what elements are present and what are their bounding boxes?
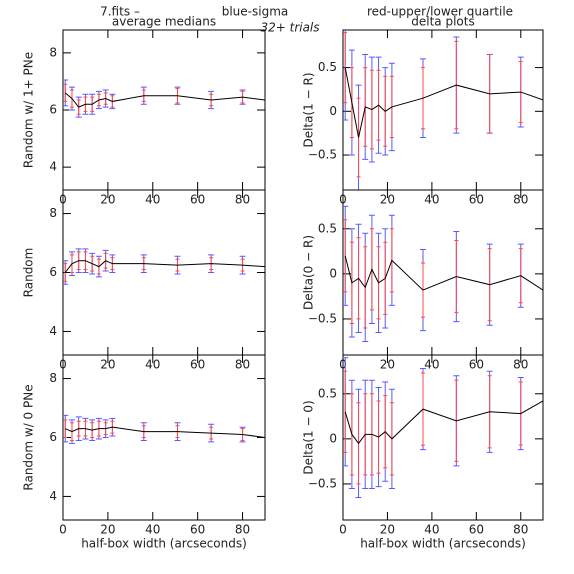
y-tick-label: 8 (49, 206, 57, 220)
plot-frame (62, 29, 266, 191)
y-axis-label: Random (22, 248, 36, 298)
x-tick-label: 60 (469, 523, 484, 537)
data-line (64, 92, 265, 108)
y-tick-label: 0 (329, 266, 337, 280)
x-axis-label: half-box width (arcseconds) (81, 537, 247, 551)
x-tick-label: 80 (235, 193, 250, 207)
y-tick-label: −0.5 (308, 148, 337, 162)
x-tick-label: 60 (469, 358, 484, 372)
x-tick-label: 20 (380, 523, 395, 537)
y-tick-label: 8 (49, 45, 57, 59)
x-tick-label: 0 (339, 523, 347, 537)
plot-area (343, 357, 543, 498)
x-tick-label: 60 (469, 193, 484, 207)
plot-area (63, 414, 265, 444)
x-tick-label: 80 (235, 358, 250, 372)
x-tick-label: 20 (380, 358, 395, 372)
x-tick-label: 60 (190, 358, 205, 372)
x-tick-label: 20 (100, 358, 115, 372)
y-tick-label: 8 (49, 371, 57, 385)
y-axis-label: Random w/ 1+ PNe (22, 52, 36, 168)
error-bar (343, 32, 348, 104)
y-tick-label: 0 (329, 104, 337, 118)
x-tick-label: 80 (235, 523, 250, 537)
x-tick-label: 60 (190, 523, 205, 537)
y-axis-label: Random w/ 0 PNe (22, 384, 36, 490)
y-tick-label: 0.5 (318, 386, 337, 400)
plot-area (343, 30, 543, 190)
x-axis-label: half-box width (arcseconds) (360, 537, 526, 551)
error-bar (63, 263, 68, 282)
y-tick-label: 4 (49, 160, 57, 174)
x-tick-label: 40 (424, 358, 439, 372)
x-tick-label: 80 (513, 193, 528, 207)
x-tick-label: 80 (513, 523, 528, 537)
plot-area (63, 79, 265, 118)
y-tick-label: 6 (49, 430, 57, 444)
data-line (65, 426, 265, 438)
y-tick-label: −0.5 (308, 311, 337, 325)
error-bar (343, 219, 348, 293)
y-tick-label: 6 (49, 265, 57, 279)
x-tick-label: 60 (190, 193, 205, 207)
x-tick-label: 40 (424, 193, 439, 207)
panel-title: delta plots (411, 15, 474, 29)
x-tick-label: 40 (145, 523, 160, 537)
plot-area (343, 205, 543, 342)
y-tick-label: 4 (49, 324, 57, 338)
x-tick-label: 80 (513, 358, 528, 372)
x-tick-label: 20 (380, 193, 395, 207)
y-tick-label: 0.5 (318, 221, 337, 235)
y-tick-label: 0.5 (318, 60, 337, 74)
plot-area (63, 248, 265, 285)
legend-entry: blue-sigma (222, 5, 289, 19)
y-axis-label: Delta(1 − R) (302, 72, 316, 147)
y-tick-label: 0 (329, 431, 337, 445)
plot-frame (342, 29, 544, 191)
legend-entry: red-upper/lower quartile (367, 5, 513, 19)
y-tick-label: 4 (49, 489, 57, 503)
x-tick-label: 40 (145, 358, 160, 372)
subtitle: 32+ trials (260, 21, 319, 35)
data-line (64, 260, 265, 273)
x-tick-label: 20 (100, 193, 115, 207)
x-tick-label: 40 (424, 523, 439, 537)
data-line (344, 67, 543, 138)
y-axis-label: Delta(1 − 0) (302, 400, 316, 474)
plot-frame (62, 189, 266, 356)
panel-title: average medians (112, 15, 216, 29)
x-tick-label: 40 (145, 193, 160, 207)
plot-frame (342, 354, 544, 521)
file-name: 7.fits – (100, 5, 140, 19)
x-tick-label: 0 (59, 523, 67, 537)
error-bar (63, 419, 68, 438)
x-tick-label: 20 (100, 523, 115, 537)
y-axis-label: Delta(0 − R) (302, 235, 316, 310)
y-tick-label: 6 (49, 103, 57, 117)
data-line (344, 400, 543, 445)
data-line (344, 255, 543, 291)
y-tick-label: −0.5 (308, 476, 337, 490)
